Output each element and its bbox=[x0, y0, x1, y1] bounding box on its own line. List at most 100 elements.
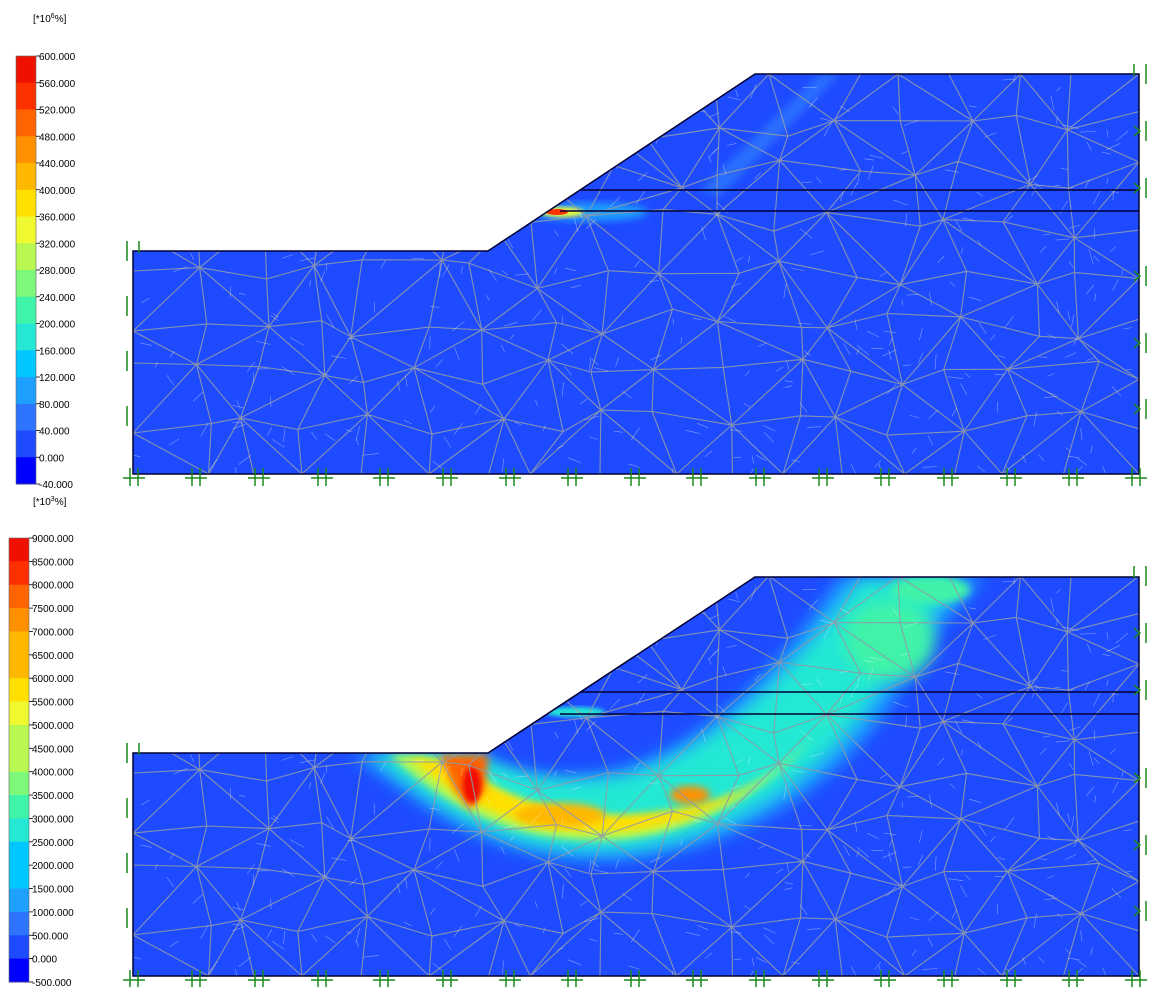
bottom-panel: [*103%] 9000.000 8500.000 8000.000 7500.000… bbox=[8, 496, 1147, 987]
legend-label: 320.000 bbox=[39, 239, 76, 250]
legend-swatch bbox=[9, 561, 29, 586]
legend-label: 0.000 bbox=[39, 453, 64, 464]
bottom-contours bbox=[133, 577, 1139, 976]
fixed-support-icon bbox=[248, 468, 270, 486]
bottom-legend: [*103%] 9000.000 8500.000 8000.000 7500.000… bbox=[8, 496, 74, 987]
fixed-support-icon bbox=[624, 468, 646, 486]
legend-label: 80.000 bbox=[39, 400, 70, 411]
bottom-supports bbox=[123, 566, 1147, 987]
legend-swatch bbox=[9, 958, 29, 983]
fixed-support-icon bbox=[686, 468, 708, 486]
legend-label: 400.000 bbox=[39, 186, 76, 197]
fixed-support-icon bbox=[1000, 468, 1022, 486]
legend-swatch bbox=[16, 430, 36, 458]
roller-support-icon bbox=[1133, 333, 1147, 353]
top-soil-field bbox=[133, 74, 1139, 474]
legend-label: 8000.000 bbox=[32, 581, 74, 592]
bottom-crest-band bbox=[845, 600, 935, 680]
legend-swatch bbox=[9, 888, 29, 913]
legend-label: 9000.000 bbox=[32, 534, 74, 545]
legend-swatch bbox=[9, 584, 29, 609]
legend-label: 600.000 bbox=[39, 52, 76, 63]
fixed-support-icon bbox=[749, 970, 771, 987]
legend-swatch bbox=[9, 935, 29, 960]
legend-swatch bbox=[16, 109, 36, 137]
bottom-layer-lines bbox=[560, 691, 1139, 715]
fixed-support-icon bbox=[1125, 468, 1147, 486]
legend-label: 560.000 bbox=[39, 79, 76, 90]
legend-swatch bbox=[9, 538, 29, 562]
legend-label: 4500.000 bbox=[32, 744, 74, 755]
fixed-support-icon bbox=[874, 970, 896, 987]
top-model bbox=[123, 64, 1147, 486]
fixed-support-icon bbox=[812, 468, 834, 486]
legend-swatch bbox=[9, 748, 29, 773]
legend-label: 2000.000 bbox=[32, 861, 74, 872]
top-supports bbox=[123, 64, 1147, 486]
fixed-support-icon bbox=[373, 468, 395, 486]
legend-swatch bbox=[9, 841, 29, 866]
legend-swatch bbox=[16, 296, 36, 324]
legend-swatch bbox=[9, 795, 29, 819]
fixed-support-icon bbox=[311, 970, 333, 987]
legend-label: -500.000 bbox=[32, 978, 72, 987]
top-legend-scale: 600.000 560.000 520.000 480.000 440.000 400.0… bbox=[15, 52, 76, 491]
top-boundary bbox=[132, 73, 1140, 475]
legend-label: 5500.000 bbox=[32, 698, 74, 709]
roller-support-icon bbox=[1133, 178, 1147, 198]
legend-label: 160.000 bbox=[39, 346, 76, 357]
fixed-support-icon bbox=[624, 970, 646, 987]
top-shear-band-faint bbox=[700, 74, 840, 196]
roller-support-icon bbox=[126, 743, 140, 763]
bottom-crest-band-top bbox=[890, 577, 970, 604]
fixed-support-icon bbox=[874, 468, 896, 486]
legend-label: 480.000 bbox=[39, 132, 76, 143]
fixed-support-icon bbox=[311, 468, 333, 486]
legend-label: 2500.000 bbox=[32, 838, 74, 849]
bottom-toe-core bbox=[463, 767, 481, 803]
roller-support-icon bbox=[126, 241, 140, 261]
bottom-legend-unit: [*103%] bbox=[33, 496, 67, 508]
legend-label: 3000.000 bbox=[32, 814, 74, 825]
fixed-support-icon bbox=[123, 970, 145, 987]
legend-swatch bbox=[9, 911, 29, 936]
roller-support-icon bbox=[1133, 121, 1147, 141]
legend-label: 200.000 bbox=[39, 320, 76, 331]
fixed-support-icon bbox=[185, 468, 207, 486]
legend-swatch bbox=[9, 818, 29, 843]
roller-support-icon bbox=[1133, 901, 1147, 921]
fixed-support-icon bbox=[499, 468, 521, 486]
legend-label: 7500.000 bbox=[32, 604, 74, 615]
legend-swatch bbox=[16, 270, 36, 298]
legend-label: 3500.000 bbox=[32, 791, 74, 802]
legend-swatch bbox=[16, 136, 36, 164]
legend-label: 360.000 bbox=[39, 213, 76, 224]
legend-swatch bbox=[16, 323, 36, 351]
bottom-legend-scale: 9000.000 8500.000 8000.000 7500.000 7000.000… bbox=[8, 534, 74, 987]
legend-swatch bbox=[16, 82, 36, 110]
legend-label: 0.000 bbox=[32, 955, 57, 966]
fixed-support-icon bbox=[561, 468, 583, 486]
fixed-support-icon bbox=[1062, 970, 1084, 987]
roller-support-icon bbox=[1133, 64, 1147, 84]
roller-support-icon bbox=[1133, 768, 1147, 788]
legend-frame bbox=[8, 537, 30, 983]
fixed-support-icon bbox=[749, 468, 771, 486]
legend-label: 280.000 bbox=[39, 266, 76, 277]
roller-support-icon bbox=[1133, 266, 1147, 286]
legend-label: 1000.000 bbox=[32, 908, 74, 919]
legend-swatch bbox=[9, 771, 29, 796]
legend-swatch bbox=[16, 350, 36, 378]
roller-support-icon bbox=[1133, 623, 1147, 643]
legend-label: 520.000 bbox=[39, 106, 76, 117]
legend-swatch bbox=[16, 377, 36, 405]
legend-label: 120.000 bbox=[39, 373, 76, 384]
fixed-support-icon bbox=[248, 970, 270, 987]
legend-swatch bbox=[16, 457, 36, 485]
fixed-support-icon bbox=[937, 468, 959, 486]
legend-label: 440.000 bbox=[39, 159, 76, 170]
legend-swatch bbox=[9, 631, 29, 656]
bottom-model bbox=[123, 566, 1147, 987]
legend-swatch bbox=[9, 701, 29, 726]
